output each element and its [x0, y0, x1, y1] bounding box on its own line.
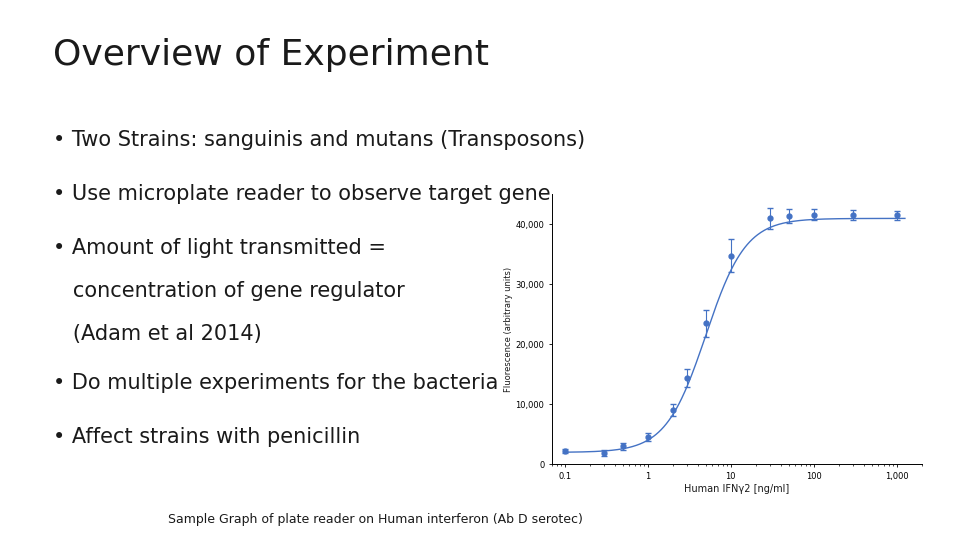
Text: concentration of gene regulator: concentration of gene regulator: [53, 281, 404, 301]
Text: Sample Graph of plate reader on Human interferon (Ab D serotec): Sample Graph of plate reader on Human in…: [168, 514, 583, 526]
Text: • Two Strains: sanguinis and mutans (Transposons): • Two Strains: sanguinis and mutans (Tra…: [53, 130, 585, 150]
Text: • Affect strains with penicillin: • Affect strains with penicillin: [53, 427, 360, 447]
Y-axis label: Fluorescence (arbitrary units): Fluorescence (arbitrary units): [504, 267, 513, 392]
Text: (Adam et al 2014): (Adam et al 2014): [53, 324, 261, 344]
Text: • Amount of light transmitted =: • Amount of light transmitted =: [53, 238, 386, 258]
Text: Overview of Experiment: Overview of Experiment: [53, 38, 489, 72]
X-axis label: Human IFNγ2 [ng/ml]: Human IFNγ2 [ng/ml]: [684, 484, 789, 494]
Text: • Do multiple experiments for the bacteria: • Do multiple experiments for the bacter…: [53, 373, 498, 393]
Text: • Use microplate reader to observe target gene: • Use microplate reader to observe targe…: [53, 184, 550, 204]
